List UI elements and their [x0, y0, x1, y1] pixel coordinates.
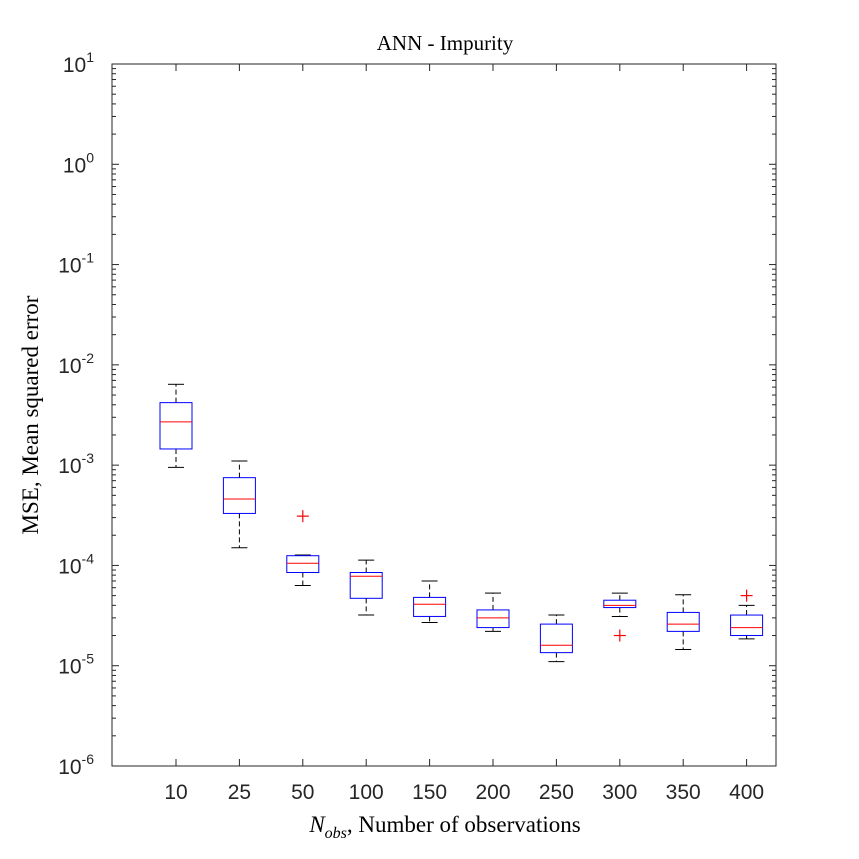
boxes-group [159, 383, 764, 663]
x-tick-label: 250 [539, 781, 574, 804]
box-iqr [603, 599, 637, 609]
y-tick-label-base: 10 [58, 555, 81, 578]
chart-title: ANN - Impurity [377, 31, 514, 55]
x-tick-label: 100 [349, 781, 384, 804]
box-iqr [222, 477, 256, 514]
box-10 [159, 383, 193, 468]
box-iqr [666, 611, 700, 632]
y-axis-label: MSE, Mean squared error [18, 295, 43, 534]
y-tick-label: 10-5 [58, 651, 94, 679]
y-tick-label-exponent: -4 [82, 550, 95, 566]
y-tick-label-base: 10 [58, 355, 81, 378]
box-iqr [159, 402, 193, 450]
y-tick-label-exponent: -1 [82, 250, 95, 266]
x-tick-label: 300 [602, 781, 637, 804]
y-tick-label-base: 10 [58, 656, 81, 679]
y-tick-label-exponent: -2 [82, 350, 95, 366]
box-200 [476, 592, 510, 632]
x-axis-label-symbol: N [308, 812, 326, 837]
y-tick-label-base: 10 [58, 255, 81, 278]
y-tick-label-base: 10 [58, 455, 81, 478]
x-axis-label-rest: , Number of observations [347, 812, 581, 837]
box-350 [666, 594, 700, 651]
box-300 [603, 592, 637, 642]
y-tick-label: 10-1 [58, 250, 94, 278]
outlier-marker [613, 629, 626, 642]
y-tick-label-exponent: 1 [86, 49, 94, 65]
y-tick-label: 10-2 [58, 350, 94, 378]
x-tick-label: 150 [412, 781, 447, 804]
x-tick-label: 50 [291, 781, 314, 804]
x-axis: 10 25 50 100 150 200 250 300 350 400 [164, 64, 764, 804]
y-tick-label: 10-3 [58, 450, 94, 478]
y-tick-label: 101 [63, 49, 94, 77]
box-iqr [286, 555, 320, 574]
y-tick-label-base: 10 [58, 756, 81, 779]
plot-area [111, 63, 777, 767]
y-tick-label-exponent: -5 [82, 651, 95, 667]
x-tick-label: 350 [666, 781, 701, 804]
y-tick-label-exponent: 0 [86, 149, 94, 165]
y-tick-label: 100 [63, 149, 94, 177]
y-tick-label-exponent: -3 [82, 450, 95, 466]
box-400 [730, 589, 764, 640]
box-iqr [476, 609, 510, 629]
box-250 [539, 614, 573, 663]
box-100 [349, 559, 383, 616]
outlier-marker [740, 589, 753, 602]
box-25 [222, 460, 256, 549]
box-50 [286, 510, 320, 587]
x-axis-label-subscript: obs [325, 825, 347, 842]
y-tick-label-exponent: -6 [82, 751, 95, 767]
box-iqr [413, 596, 447, 617]
y-tick-label: 10-6 [58, 751, 94, 779]
y-tick-label: 10-4 [58, 550, 94, 578]
x-tick-label: 400 [729, 781, 764, 804]
box-iqr [349, 572, 383, 599]
x-axis-label: Nobs, Number of observations [308, 812, 580, 842]
x-tick-label: 200 [475, 781, 510, 804]
box-iqr [539, 623, 573, 654]
y-tick-label-base: 10 [63, 54, 86, 77]
y-tick-label-base: 10 [63, 154, 86, 177]
x-tick-label: 10 [164, 781, 187, 804]
box-150 [413, 580, 447, 623]
x-tick-label: 25 [228, 781, 251, 804]
box-iqr [730, 614, 764, 637]
outlier-marker [296, 510, 309, 523]
